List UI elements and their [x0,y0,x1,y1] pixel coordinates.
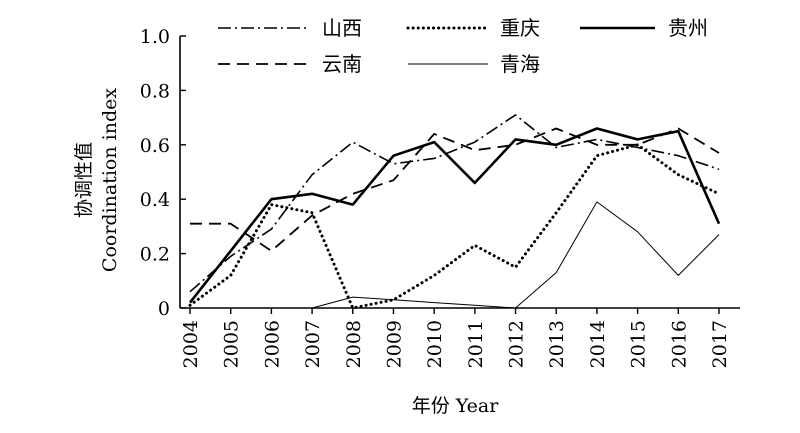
legend-label-青海: 青海 [500,52,540,76]
x-tick-label: 2009 [383,320,405,368]
legend-label-云南: 云南 [322,52,362,76]
y-tick-label: 0 [158,298,170,320]
x-tick-label: 2011 [465,320,487,368]
x-tick-label: 2006 [261,320,283,368]
x-tick-label: 2016 [668,320,690,368]
y-tick-label: 1.0 [140,26,170,48]
series-line-青海 [190,201,720,309]
y-axis-title-english: Coordination index [99,88,121,272]
series-line-云南 [190,127,720,252]
axes: 0 0.2 0.4 0.6 0.8 1.0 2004 2005 2006 2007 2008 2009… [140,26,740,368]
x-tick-label: 2014 [587,320,609,368]
y-tick-label: 0.2 [140,244,170,266]
y-tick-label: 0.8 [140,80,170,102]
series-line-重庆 [188,143,721,310]
y-tick-label: 0.6 [140,135,170,157]
x-tick-label: 2010 [424,320,446,368]
x-tick-label: 2004 [180,320,202,368]
legend-label-山西: 山西 [322,16,362,40]
series-layer [188,114,721,310]
x-axis-title: 年份 Year [412,395,500,417]
x-tick-label: 2005 [221,320,243,368]
x-tick-label: 2015 [628,320,650,368]
legend-label-贵州: 贵州 [668,16,708,40]
y-tick-label: 0.4 [140,189,170,211]
x-tick-label: 2008 [343,320,365,368]
series-line-贵州 [188,127,721,304]
x-tick-label: 2012 [506,320,528,368]
x-tick-label: 2013 [546,320,568,368]
x-tick-label: 2007 [302,320,324,368]
x-tick-label: 2017 [709,320,731,368]
y-axis-title-chinese: 协调性值 [73,142,95,218]
legend-label-重庆: 重庆 [500,16,540,40]
